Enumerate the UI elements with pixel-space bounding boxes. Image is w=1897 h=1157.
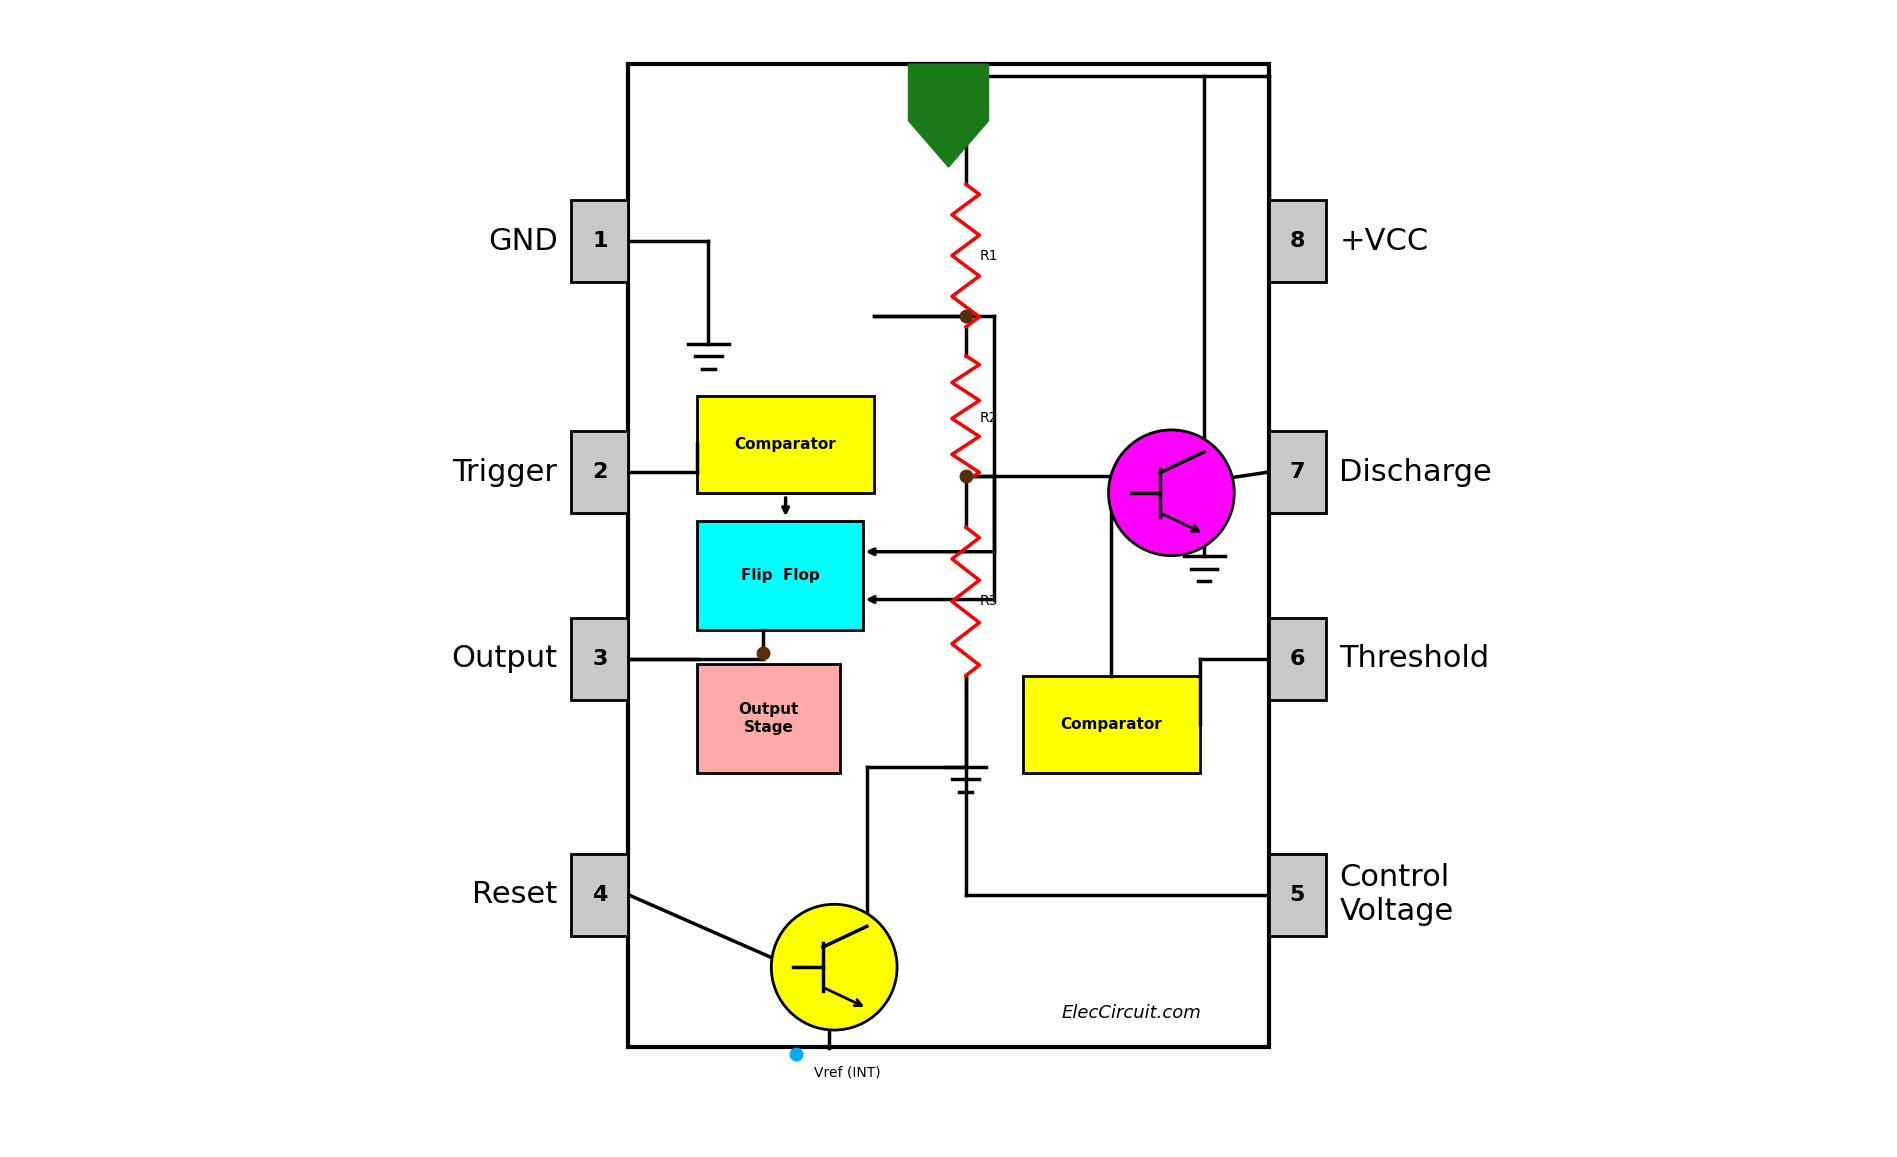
Text: 2: 2 <box>592 462 607 482</box>
Text: Comparator: Comparator <box>734 436 837 451</box>
Text: Output
Stage: Output Stage <box>738 702 799 735</box>
Bar <box>571 854 628 936</box>
Text: ElecCircuit.com: ElecCircuit.com <box>1062 1004 1201 1022</box>
Text: GND: GND <box>488 227 558 256</box>
Bar <box>1022 676 1201 773</box>
Bar <box>571 430 628 514</box>
Circle shape <box>772 905 897 1030</box>
Text: R1: R1 <box>979 249 998 263</box>
Text: Comparator: Comparator <box>1060 716 1163 731</box>
Bar <box>696 396 875 493</box>
Bar <box>696 522 863 629</box>
Text: 1: 1 <box>592 231 607 251</box>
Text: 7: 7 <box>1290 462 1305 482</box>
Text: Threshold: Threshold <box>1339 644 1489 673</box>
Bar <box>628 64 1269 1047</box>
Text: 8: 8 <box>1290 231 1305 251</box>
Bar <box>1269 430 1326 514</box>
Bar <box>1269 200 1326 282</box>
Text: Vref (INT): Vref (INT) <box>814 1066 880 1079</box>
Text: +VCC: +VCC <box>1339 227 1428 256</box>
Circle shape <box>1108 430 1235 555</box>
Bar <box>571 200 628 282</box>
Text: 3: 3 <box>592 649 607 669</box>
Text: Flip  Flop: Flip Flop <box>740 568 820 583</box>
Bar <box>571 618 628 700</box>
Text: R3: R3 <box>979 595 998 609</box>
Bar <box>696 664 840 773</box>
Text: 4: 4 <box>592 885 607 905</box>
Bar <box>1269 618 1326 700</box>
Text: Output: Output <box>451 644 558 673</box>
Polygon shape <box>909 64 988 167</box>
Text: Control
Voltage: Control Voltage <box>1339 863 1453 926</box>
Text: Reset: Reset <box>472 880 558 909</box>
Bar <box>1269 854 1326 936</box>
Text: R2: R2 <box>979 412 998 426</box>
Text: Discharge: Discharge <box>1339 457 1493 487</box>
Text: 6: 6 <box>1290 649 1305 669</box>
Text: 5: 5 <box>1290 885 1305 905</box>
Text: Trigger: Trigger <box>453 457 558 487</box>
